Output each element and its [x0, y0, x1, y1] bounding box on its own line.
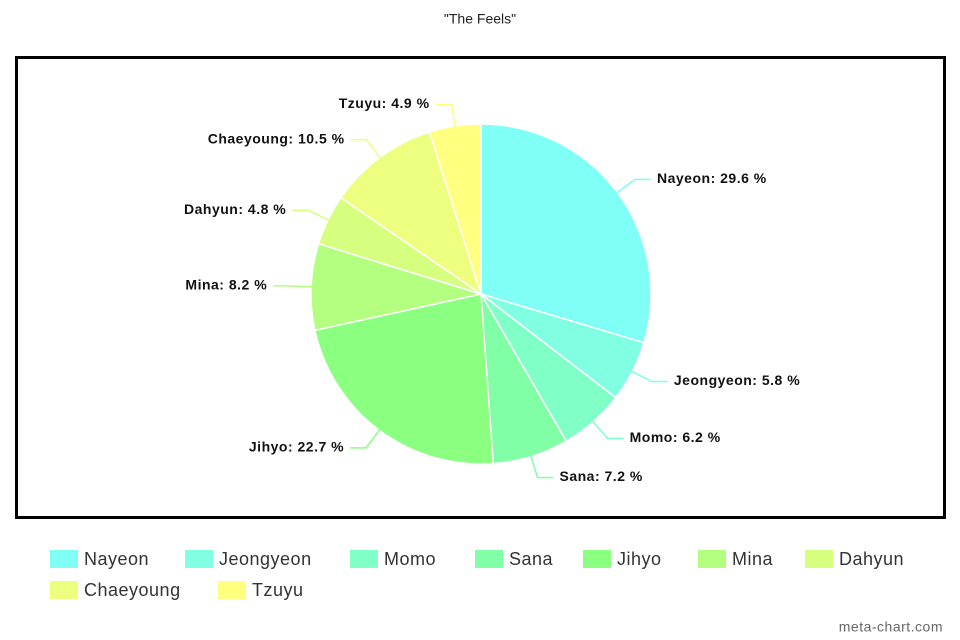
legend-swatch [698, 550, 726, 568]
leader-line [350, 423, 385, 449]
data-label: Mina: 8.2 % [185, 277, 267, 293]
leader-line [527, 448, 554, 479]
data-label: Dahyun: 4.8 % [184, 201, 286, 217]
legend-swatch [583, 550, 611, 568]
leader-line [350, 139, 386, 165]
data-label: Jihyo: 22.7 % [249, 439, 344, 455]
data-label: Momo: 6.2 % [630, 429, 721, 445]
legend-label: Mina [732, 549, 774, 569]
leader-line [273, 285, 320, 288]
data-label: Nayeon: 29.6 % [657, 170, 767, 186]
legend-swatch [218, 581, 246, 599]
leader-line [587, 415, 624, 440]
legend-swatch [805, 550, 833, 568]
data-label: Jeongyeon: 5.8 % [674, 372, 800, 388]
legend-label: Nayeon [84, 549, 149, 569]
chart-title: "The Feels" [444, 11, 516, 27]
data-label: Tzuyu: 4.9 % [339, 95, 430, 111]
legend-swatch [185, 550, 213, 568]
data-label: Chaeyoung: 10.5 % [208, 131, 345, 147]
leader-line [624, 367, 668, 383]
leader-line [610, 178, 652, 198]
legend-label: Tzuyu [252, 580, 304, 600]
legend-swatch [50, 550, 78, 568]
legend-label: Momo [384, 549, 436, 569]
leader-line [435, 103, 457, 135]
data-label: Sana: 7.2 % [560, 468, 643, 484]
legend-swatch [350, 550, 378, 568]
legend-label: Sana [509, 549, 554, 569]
legend-label: Jihyo [617, 549, 662, 569]
legend-swatch [475, 550, 503, 568]
leader-line [292, 209, 336, 225]
legend-label: Chaeyoung [84, 580, 181, 600]
legend-label: Dahyun [839, 549, 904, 569]
watermark: meta-chart.com [839, 619, 943, 635]
legend-label: Jeongyeon [219, 549, 312, 569]
legend-swatch [50, 581, 78, 599]
